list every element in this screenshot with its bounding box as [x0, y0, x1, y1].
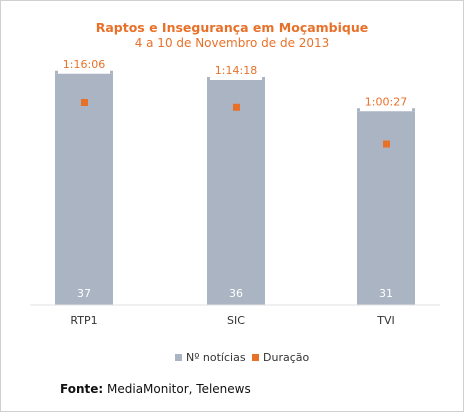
chart-title: Raptos e Insegurança em Moçambique — [95, 20, 369, 35]
duration-label: 1:16:06 — [63, 58, 105, 71]
bar-value-label: 36 — [229, 287, 243, 300]
x-tick-label: RTP1 — [70, 314, 97, 327]
bar-value-label: 31 — [379, 287, 393, 300]
duration-marker — [233, 103, 240, 111]
bar — [207, 80, 265, 305]
source-note: Fonte: MediaMonitor, Telenews — [60, 382, 251, 396]
legend-label-noticias: Nº notícias — [186, 351, 246, 364]
source-label: Fonte: — [60, 382, 104, 396]
bar-value-label: 37 — [77, 287, 91, 300]
bar-edge — [357, 108, 360, 112]
x-tick-label: TVI — [376, 314, 395, 327]
duration-label: 1:14:18 — [215, 64, 257, 77]
bar-edge — [262, 77, 265, 80]
legend-label-duracao: Duração — [263, 351, 309, 364]
duration-marker — [81, 99, 88, 106]
duration-label: 1:00:27 — [365, 95, 407, 108]
legend-swatch-noticias — [175, 354, 182, 361]
bar-edge — [55, 70, 58, 74]
bar — [357, 111, 415, 305]
bar-edge — [412, 108, 415, 112]
legend-swatch-duracao — [252, 354, 259, 361]
bar-edge — [110, 70, 113, 74]
duration-marker — [383, 140, 390, 148]
chart-subtitle: 4 a 10 de Novembro de de 2013 — [134, 36, 330, 50]
x-tick-label: SIC — [227, 314, 245, 327]
bar-edge — [207, 77, 210, 80]
source-text: MediaMonitor, Telenews — [107, 382, 251, 396]
bar — [55, 73, 113, 305]
